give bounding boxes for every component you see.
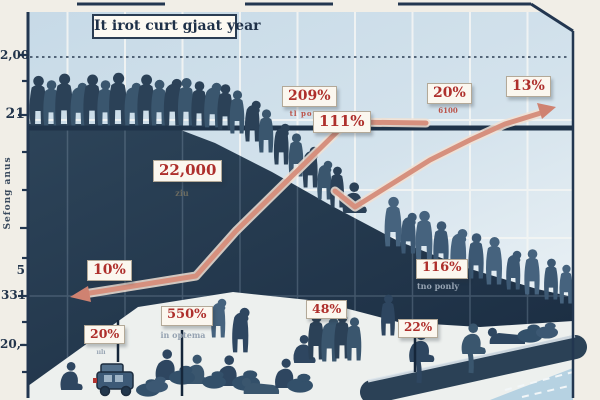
annotation-209-note: tl pory [289, 109, 323, 118]
chart-frame [18, 0, 576, 398]
annotation-20-top-note: 6100 [438, 106, 458, 115]
annotation-116: 116% [416, 259, 468, 279]
luggage-cart [93, 363, 134, 397]
y-tick-20: 20,- [0, 337, 26, 351]
annotation-20-bottom: 20% [84, 325, 126, 345]
annotation-20-bottom-note: ıılı [96, 349, 106, 356]
annotation-20-top: 20% [427, 83, 472, 105]
annotation-550: 550% [161, 306, 213, 326]
rising-trend-line [332, 109, 547, 210]
annotation-209: 209% [282, 86, 337, 108]
y-tick-331: 331 [1, 288, 27, 302]
annotation-13: 13% [506, 76, 551, 98]
y-tick-200: 2,00 [0, 48, 30, 62]
y-tick-5: 5 [16, 263, 25, 277]
annotation-22000-note: ziu [175, 188, 189, 198]
declining-trend-line [81, 119, 429, 297]
annotation-550-note: in optema [160, 330, 206, 340]
annotation-111: 111% [313, 111, 371, 134]
arrowhead-right [537, 103, 556, 119]
people-ramp [409, 322, 558, 384]
trend-lines [70, 103, 556, 302]
annotation-22: 22% [398, 319, 439, 338]
chart-title: It irot curt gjaat year [92, 14, 261, 39]
y-axis-ticks [18, 53, 28, 374]
y-axis-label: Sefong anus [3, 156, 13, 230]
arrowhead-left [70, 286, 91, 302]
annotation-22000: 22,000 [153, 160, 223, 183]
y-tick-21: 21 [5, 106, 25, 122]
annotation-48: 48% [306, 300, 348, 320]
annotation-10: 10% [87, 260, 132, 282]
annotation-116-note: tno ponly [416, 281, 460, 291]
